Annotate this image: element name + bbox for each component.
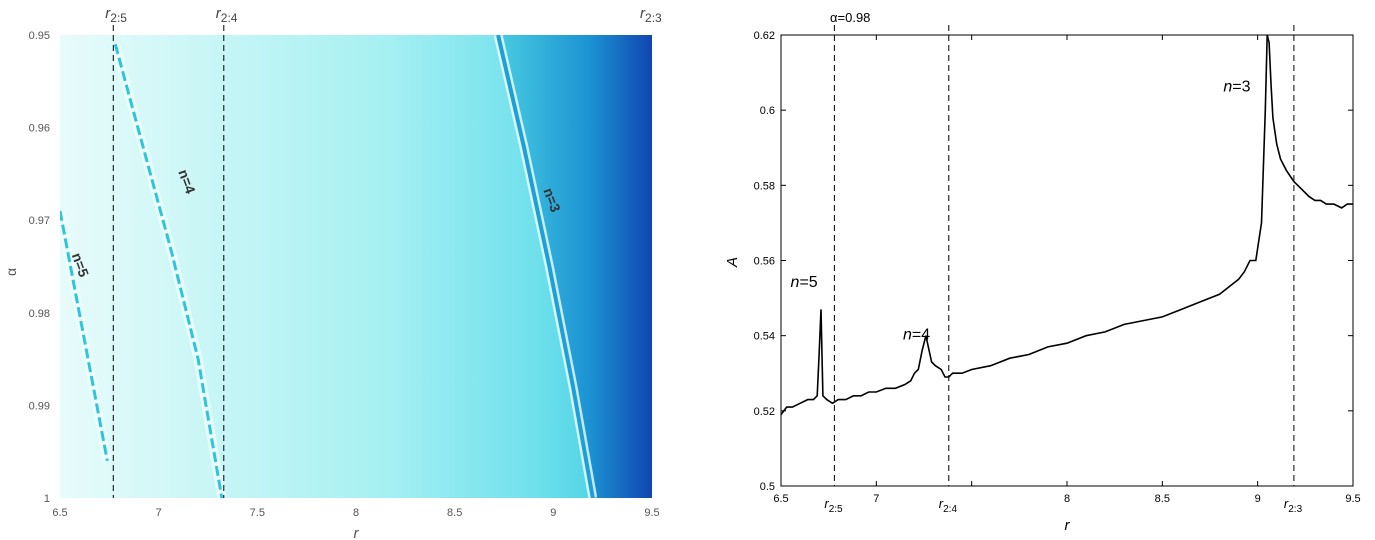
peak-annotation: n=5 — [791, 274, 818, 291]
line-panel: 6.5 7 8 8.5 9 9.5 0.5 0.52 0.54 0.56 0.58 0.6 0.62 r… — [724, 10, 1361, 534]
y-tick-label: 1 — [44, 493, 50, 505]
x-tick-label: 9.5 — [644, 507, 659, 519]
x-tick-label: 6.5 — [773, 493, 788, 505]
heatmap-xlabel: r — [354, 525, 360, 540]
resonance-label: r2:4 — [939, 496, 958, 515]
resonance-label: r2:5 — [824, 496, 843, 515]
x-tick-label: 7 — [873, 493, 879, 505]
x-tick-label: 9 — [550, 507, 556, 519]
plot-frame — [780, 34, 1354, 487]
heatmap-panel: r2:5 r2:4 r2:3 6.5 7 7.5 8 8.5 9 9.5 0.95 0.96 0.97… — [3, 5, 662, 540]
ridge-label: n=4 — [175, 167, 198, 196]
x-tick-label: 6.5 — [52, 507, 67, 519]
x-tick-label: 8 — [1064, 493, 1070, 505]
y-tick-label: 0.98 — [29, 308, 50, 320]
resonance-label: r2:3 — [1284, 496, 1303, 515]
y-tick-label: 0.96 — [29, 123, 50, 135]
resonance-label: r2:3 — [640, 5, 662, 25]
x-tick-label: 7.5 — [250, 507, 265, 519]
peak-annotation: n=3 — [1223, 78, 1250, 95]
y-tick-label: 0.5 — [760, 481, 775, 493]
ridge-line — [113, 43, 224, 498]
y-tick-label: 0.97 — [29, 215, 50, 227]
line-xlabel: r — [1065, 517, 1071, 534]
y-tick-label: 0.54 — [754, 331, 775, 343]
y-tick-label: 0.6 — [760, 105, 775, 117]
y-tick-label: 0.95 — [29, 30, 50, 42]
x-tick-label: 9 — [1255, 493, 1261, 505]
x-tick-label: 9.5 — [1345, 493, 1360, 505]
y-tick-label: 0.99 — [29, 400, 50, 412]
ridge-label: n=5 — [69, 251, 92, 280]
x-tick-label: 8.5 — [1155, 493, 1170, 505]
ridge-line — [496, 35, 595, 498]
y-tick-label: 0.58 — [754, 180, 775, 192]
dark-region — [498, 35, 652, 498]
x-tick-label: 8.5 — [447, 507, 462, 519]
y-tick-label: 0.62 — [754, 30, 775, 42]
peak-annotation: n=4 — [903, 326, 930, 343]
heatmap-ylabel: α — [3, 268, 19, 276]
line-chart-title: α=0.98 — [830, 10, 870, 25]
ridge-line — [60, 210, 109, 462]
x-tick-label: 7 — [156, 507, 162, 519]
line-ylabel: A — [724, 257, 741, 268]
resonance-label: r2:4 — [216, 5, 238, 25]
y-tick-label: 0.52 — [754, 406, 775, 418]
y-tick-label: 0.56 — [754, 256, 775, 268]
ridge-label: n=3 — [540, 186, 563, 215]
resonance-label: r2:5 — [105, 5, 127, 25]
series-line — [781, 35, 1353, 416]
x-tick-label: 8 — [353, 507, 359, 519]
